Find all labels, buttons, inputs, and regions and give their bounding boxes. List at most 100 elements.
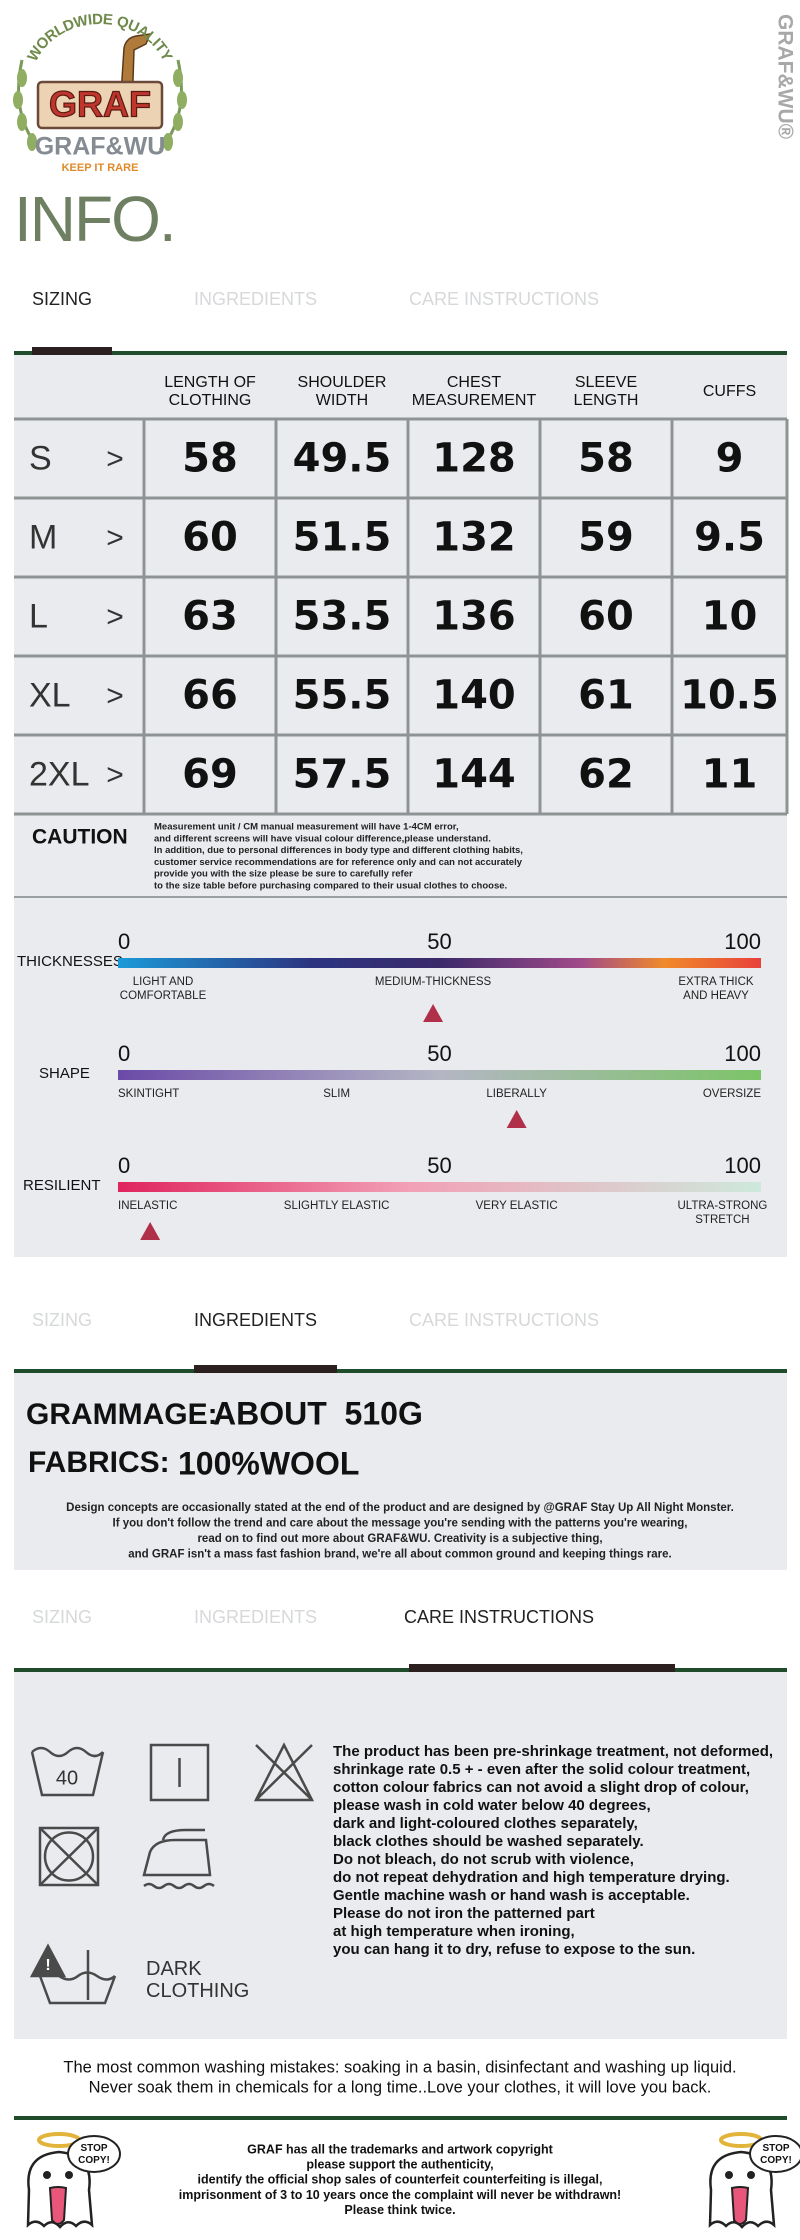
scale-caption: SLIM bbox=[323, 1088, 350, 1100]
tab-indicator bbox=[32, 347, 112, 357]
care-line: cotton colour fabrics can not avoid a sl… bbox=[333, 1779, 749, 1796]
row-marker: > bbox=[106, 679, 124, 712]
scale-tick: 0 bbox=[118, 1041, 130, 1066]
cell-value: 60 bbox=[182, 515, 238, 561]
scale-caption-line: LIGHT AND bbox=[133, 976, 194, 988]
footer-line: GRAF has all the trademarks and artwork … bbox=[247, 2142, 553, 2156]
column-header-line: LENGTH OF bbox=[164, 374, 256, 391]
cell-value: 69 bbox=[182, 752, 238, 798]
scale-tick: 0 bbox=[118, 929, 130, 954]
cell-value: 144 bbox=[432, 752, 516, 798]
scale-caption-line: SKINTIGHT bbox=[118, 1088, 179, 1100]
scale-caption: MEDIUM-THICKNESS bbox=[375, 976, 492, 988]
care-line: shrinkage rate 0.5 + - even after the so… bbox=[333, 1761, 750, 1778]
cell-value: 59 bbox=[578, 515, 634, 561]
cell-value: 51.5 bbox=[293, 515, 392, 561]
row-marker: > bbox=[106, 521, 124, 554]
logo-brand: GRAF&WU bbox=[35, 133, 166, 161]
caution-line: customer service recommendations are for… bbox=[154, 857, 523, 868]
tab[interactable]: INGREDIENTS bbox=[194, 1310, 317, 1330]
care-line: Please do not iron the patterned part bbox=[333, 1905, 595, 1922]
mistake-line: Never soak them in chemicals for a long … bbox=[89, 2078, 712, 2096]
cell-value: 11 bbox=[702, 752, 758, 798]
dark-clothing-line: CLOTHING bbox=[146, 1980, 249, 2002]
scale-caption-line: STRETCH bbox=[695, 1214, 749, 1226]
page-title: INFO. bbox=[14, 183, 175, 255]
divider bbox=[14, 1369, 787, 1373]
column-header: CHEST MEASUREMENT bbox=[412, 374, 537, 409]
mistake-line: The most common washing mistakes: soakin… bbox=[63, 2058, 736, 2076]
care-line: you can hang it to dry, refuse to expose… bbox=[333, 1941, 695, 1958]
scale-label: SHAPE bbox=[39, 1065, 90, 1082]
care-line: The product has been pre-shrinkage treat… bbox=[333, 1743, 773, 1760]
caution-text: Measurement unit / CM manual measurement… bbox=[154, 822, 523, 892]
caution-line: provide you with the size please be sure… bbox=[154, 869, 413, 880]
footer-line: identify the official shop sales of coun… bbox=[198, 2173, 603, 2187]
tab[interactable]: SIZING bbox=[32, 1607, 92, 1627]
tab[interactable]: INGREDIENTS bbox=[194, 289, 317, 309]
cell-value: 57.5 bbox=[293, 752, 392, 798]
fabrics-label: FABRICS: bbox=[28, 1446, 170, 1479]
svg-text:!: ! bbox=[45, 1957, 50, 1974]
cell-value: 58 bbox=[578, 436, 634, 482]
note-line: and GRAF isn't a mass fast fashion brand… bbox=[128, 1549, 672, 1561]
care-line: black clothes should be washed separatel… bbox=[333, 1833, 644, 1850]
care-line: dark and light-coloured clothes separate… bbox=[333, 1815, 638, 1832]
cell-value: 128 bbox=[432, 436, 516, 482]
column-header-line: MEASUREMENT bbox=[412, 392, 537, 409]
scale-tick: 100 bbox=[724, 1153, 761, 1178]
stamp-line: COPY! bbox=[760, 2155, 792, 2166]
scale-caption: LIGHT AND COMFORTABLE bbox=[120, 976, 207, 1002]
size-label: XL bbox=[29, 676, 71, 714]
row-marker: > bbox=[106, 600, 124, 633]
column-header-line: CUFFS bbox=[703, 383, 756, 400]
scale-bar bbox=[118, 958, 761, 968]
tab[interactable]: CARE INSTRUCTIONS bbox=[404, 1607, 594, 1627]
mascot bbox=[708, 2132, 800, 2229]
footer-line: imprisonment of 3 to 10 years once the c… bbox=[179, 2188, 621, 2202]
cell-value: 9.5 bbox=[694, 515, 765, 561]
row-marker: > bbox=[106, 442, 124, 475]
note-line: read on to find out more about GRAF&WU. … bbox=[197, 1533, 602, 1545]
dark-clothing: DARK CLOTHING bbox=[146, 1958, 249, 2002]
divider bbox=[14, 1668, 787, 1672]
stamp: STOP COPY! bbox=[78, 2143, 110, 2166]
cell-value: 60 bbox=[578, 594, 634, 640]
logo[interactable]: WORLDWIDE QUALITY GRAF GRAF&WU KEEP IT R… bbox=[13, 11, 187, 174]
tab[interactable]: CARE INSTRUCTIONS bbox=[409, 289, 599, 309]
footer-line: please support the authenticity, bbox=[306, 2157, 493, 2171]
cell-value: 63 bbox=[182, 594, 238, 640]
caution-line: Measurement unit / CM manual measurement… bbox=[154, 822, 459, 833]
scale-bar bbox=[118, 1070, 761, 1080]
tab[interactable]: SIZING bbox=[32, 289, 92, 309]
scale-caption: EXTRA THICK AND HEAVY bbox=[678, 976, 754, 1002]
tab[interactable]: CARE INSTRUCTIONS bbox=[409, 1310, 599, 1330]
divider bbox=[14, 351, 787, 355]
column-header: CUFFS bbox=[703, 383, 756, 400]
column-header: SLEEVE LENGTH bbox=[574, 374, 639, 409]
care-text: The product has been pre-shrinkage treat… bbox=[333, 1743, 773, 1958]
scale-tick: 100 bbox=[724, 1041, 761, 1066]
dark-label: DARK CLOTHING bbox=[146, 1958, 249, 2002]
grammage-label: GRAMMAGE: bbox=[26, 1398, 218, 1431]
tab[interactable]: SIZING bbox=[32, 1310, 92, 1330]
caution-line: and different screens will have visual c… bbox=[154, 833, 491, 844]
mistakes: The most common washing mistakes: soakin… bbox=[63, 2058, 736, 2096]
ingredients-note: Design concepts are occasionally stated … bbox=[66, 1502, 734, 1561]
scale-caption-line: VERY ELASTIC bbox=[476, 1200, 558, 1212]
column-header-line: SHOULDER bbox=[298, 374, 387, 391]
scale-tick: 50 bbox=[427, 929, 451, 954]
scale-caption: ULTRA-STRONG STRETCH bbox=[677, 1200, 767, 1226]
dark-clothing-line: DARK bbox=[146, 1958, 202, 1980]
cell-value: 66 bbox=[182, 673, 238, 719]
care-icons: ! bbox=[29, 1742, 315, 2005]
scale-tick: 50 bbox=[427, 1041, 451, 1066]
scale-marker bbox=[140, 1222, 161, 1240]
row-marker: > bbox=[106, 758, 124, 791]
cell-value: 62 bbox=[578, 752, 634, 798]
care-line: at high temperature when ironing, bbox=[333, 1923, 575, 1940]
scale-caption-line: MEDIUM-THICKNESS bbox=[375, 976, 492, 988]
column-header: SHOULDER WIDTH bbox=[298, 374, 387, 409]
tab[interactable]: INGREDIENTS bbox=[194, 1607, 317, 1627]
